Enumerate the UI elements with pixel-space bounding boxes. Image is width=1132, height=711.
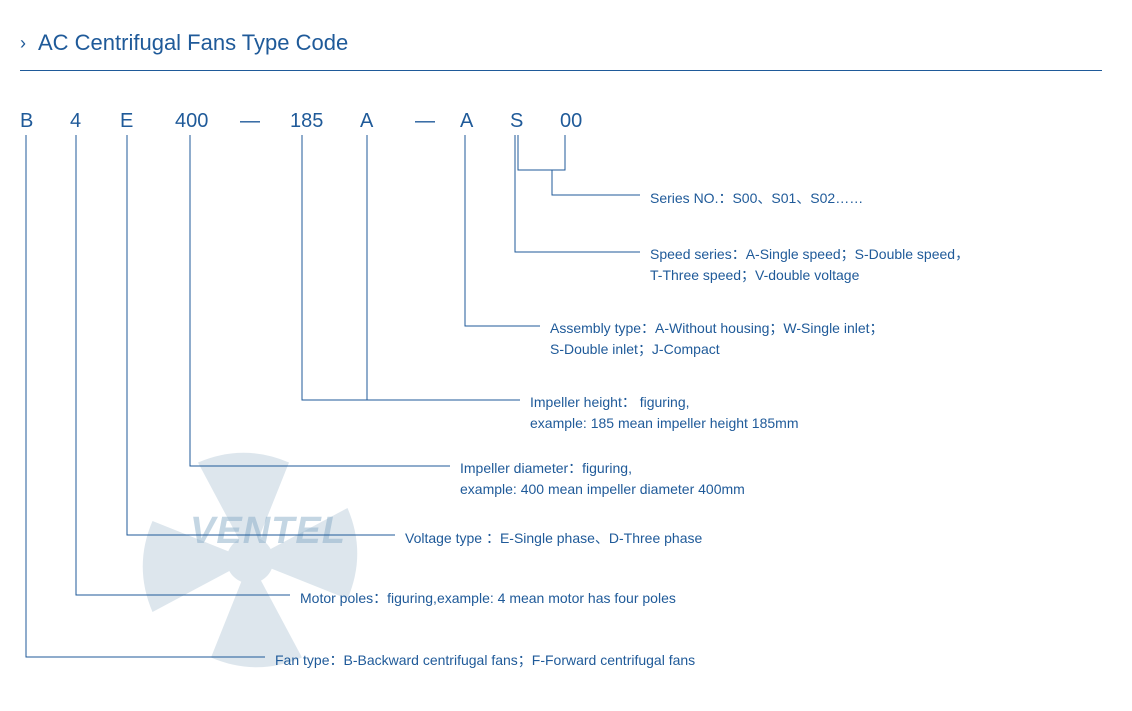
header: › AC Centrifugal Fans Type Code xyxy=(0,0,1132,66)
code-segment-6: A xyxy=(360,110,373,133)
code-segment-8: A xyxy=(460,110,473,133)
header-divider xyxy=(20,70,1102,71)
description-4: Impeller diameter：figuring, example: 400… xyxy=(460,458,745,500)
code-segment-5: 185 xyxy=(290,110,323,133)
description-6: Motor poles：figuring,example: 4 mean mot… xyxy=(300,588,676,609)
description-0: Series NO.：S00、S01、S02…… xyxy=(650,188,863,209)
header-arrow-icon: › xyxy=(20,33,26,54)
description-3: Impeller height： figuring, example: 185 … xyxy=(530,392,798,434)
watermark-text: VENTEL xyxy=(190,510,346,553)
code-segment-10: 00 xyxy=(560,110,582,133)
description-2: Assembly type：A-Without housing；W-Single… xyxy=(550,318,884,360)
page-title: AC Centrifugal Fans Type Code xyxy=(38,30,348,56)
code-segment-1: 4 xyxy=(70,110,81,133)
description-5: Voltage type ：E-Single phase、D-Three pha… xyxy=(405,528,702,549)
code-segment-2: E xyxy=(120,110,133,133)
code-segment-0: B xyxy=(20,110,33,133)
code-segment-7: — xyxy=(415,110,435,133)
code-segment-9: S xyxy=(510,110,523,133)
code-segment-3: 400 xyxy=(175,110,208,133)
code-segment-4: — xyxy=(240,110,260,133)
description-1: Speed series：A-Single speed；S-Double spe… xyxy=(650,244,969,286)
description-7: Fan type：B-Backward centrifugal fans；F-F… xyxy=(275,650,695,671)
